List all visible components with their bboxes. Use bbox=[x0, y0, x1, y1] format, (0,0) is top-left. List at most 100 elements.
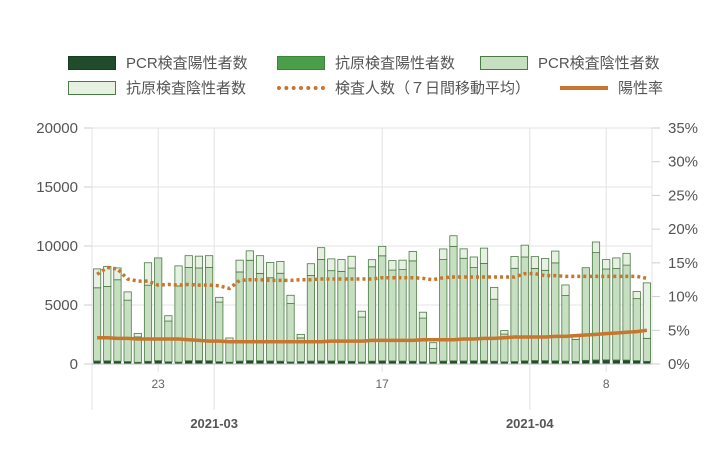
bar-pcr-negative bbox=[245, 259, 254, 361]
bar-pcr-positive bbox=[521, 360, 529, 364]
legend-item-pcr-positive[interactable]: PCR検査陽性者数 bbox=[68, 52, 248, 73]
legend-item-tests-average[interactable]: 検査人数（７日間移動平均） bbox=[277, 77, 530, 98]
bar-pcr-negative bbox=[510, 267, 519, 362]
bar-pcr-negative bbox=[429, 348, 438, 363]
bar-pcr-negative bbox=[388, 269, 397, 362]
bar-antigen-negative bbox=[184, 255, 193, 268]
legend-swatch-positive-rate bbox=[560, 85, 608, 90]
bar-pcr-negative bbox=[266, 277, 275, 362]
bar-pcr-positive bbox=[622, 360, 631, 364]
bar-antigen-negative bbox=[174, 265, 183, 287]
bar-pcr-negative bbox=[286, 303, 295, 363]
line-positive-rate bbox=[97, 328, 648, 344]
bar-pcr-negative bbox=[225, 339, 234, 363]
y2-tick-label: 0% bbox=[668, 356, 690, 373]
x-month-label: 2021-03 bbox=[190, 416, 238, 431]
bar-antigen-negative bbox=[317, 247, 326, 260]
legend-item-antigen-negative[interactable]: 抗原検査陰性者数 bbox=[68, 77, 246, 98]
bar-pcr-negative bbox=[113, 279, 122, 362]
bar-pcr-positive bbox=[134, 362, 142, 364]
bar-antigen-negative bbox=[479, 247, 489, 264]
bar-antigen-negative bbox=[235, 259, 244, 273]
bar-pcr-positive bbox=[378, 360, 386, 364]
bar-pcr-negative bbox=[205, 267, 214, 362]
bar-pcr-positive bbox=[103, 360, 111, 364]
bar-pcr-positive bbox=[571, 361, 580, 364]
bar-pcr-positive bbox=[195, 360, 203, 364]
bar-pcr-negative bbox=[459, 257, 468, 362]
bar-antigen-negative bbox=[632, 291, 641, 300]
bar-pcr-positive bbox=[297, 361, 305, 364]
bar-series bbox=[93, 235, 651, 364]
bar-antigen-negative bbox=[194, 255, 203, 269]
bar-pcr-negative bbox=[591, 252, 601, 361]
bar-pcr-negative bbox=[93, 287, 102, 362]
bar-antigen-negative bbox=[520, 244, 529, 258]
legend-label-antigen-positive: 抗原検査陽性者数 bbox=[335, 55, 456, 72]
bar-pcr-positive bbox=[592, 360, 600, 364]
legend-swatch-pcr-negative bbox=[480, 55, 528, 70]
bar-pcr-negative bbox=[327, 270, 336, 362]
bar-pcr-positive bbox=[246, 360, 254, 364]
bar-antigen-negative bbox=[642, 282, 651, 339]
bar-antigen-negative bbox=[266, 262, 275, 279]
bar-pcr-negative bbox=[317, 259, 326, 362]
y2-tick-label: 25% bbox=[668, 187, 698, 204]
x-tick-label: 8 bbox=[603, 377, 610, 391]
legend-label-pcr-positive: PCR検査陽性者数 bbox=[126, 55, 248, 72]
bar-pcr-positive bbox=[327, 361, 335, 364]
bar-antigen-negative bbox=[164, 315, 173, 322]
bar-pcr-positive bbox=[337, 361, 346, 364]
bar-pcr-negative bbox=[154, 257, 163, 361]
bar-pcr-negative bbox=[642, 337, 651, 362]
x-month-label: 2021-04 bbox=[506, 416, 554, 431]
bar-pcr-negative bbox=[581, 267, 590, 361]
bar-antigen-negative bbox=[123, 291, 132, 301]
legend-item-positive-rate[interactable]: 陽性率 bbox=[560, 77, 663, 98]
bar-pcr-positive bbox=[215, 361, 223, 364]
bar-antigen-negative bbox=[591, 241, 601, 254]
bar-antigen-negative bbox=[530, 256, 539, 269]
y2-tick-label: 10% bbox=[668, 289, 698, 306]
bar-pcr-positive bbox=[174, 362, 183, 364]
bar-pcr-negative bbox=[398, 269, 407, 362]
bar-pcr-negative bbox=[164, 320, 173, 363]
bar-pcr-negative bbox=[408, 260, 417, 362]
bar-antigen-negative bbox=[622, 252, 631, 266]
y-tick-label: 15000 bbox=[36, 179, 78, 196]
bar-pcr-negative bbox=[347, 267, 356, 362]
bar-antigen-negative bbox=[429, 342, 438, 350]
axes: 0 5000 10000 15000 20000 0% 5% 10% 15% 20% 25% 30% 3… bbox=[36, 120, 698, 431]
legend-item-antigen-positive[interactable]: 抗原検査陽性者数 bbox=[277, 52, 455, 73]
bar-pcr-positive bbox=[235, 361, 244, 364]
legend-label-antigen-negative: 抗原検査陰性者数 bbox=[126, 80, 247, 97]
bar-antigen-negative bbox=[286, 294, 295, 304]
x-tick-label: 17 bbox=[376, 377, 390, 391]
bar-pcr-negative bbox=[602, 268, 611, 361]
bar-antigen-negative bbox=[215, 296, 224, 303]
legend-item-pcr-negative[interactable]: PCR検査陰性者数 bbox=[480, 52, 660, 73]
bar-pcr-negative bbox=[235, 271, 244, 362]
x-tick-label: 23 bbox=[152, 377, 166, 391]
y-tick-label: 10000 bbox=[36, 238, 78, 255]
bar-antigen-negative bbox=[347, 255, 356, 269]
legend-swatch-tests-average bbox=[277, 85, 325, 90]
bar-antigen-negative bbox=[439, 248, 448, 260]
bar-pcr-positive bbox=[185, 360, 193, 364]
y-tick-label: 20000 bbox=[36, 120, 78, 137]
bar-antigen-negative bbox=[327, 258, 336, 272]
bar-antigen-negative bbox=[398, 259, 407, 271]
line-tests-7day-average bbox=[96, 265, 648, 291]
bar-pcr-negative bbox=[622, 264, 631, 361]
bar-antigen-negative bbox=[337, 259, 346, 272]
bar-pcr-positive bbox=[154, 360, 162, 364]
bar-pcr-positive bbox=[307, 361, 315, 364]
bar-antigen-negative bbox=[296, 333, 305, 339]
bar-pcr-positive bbox=[633, 360, 641, 364]
y2-tick-label: 5% bbox=[668, 322, 690, 339]
bar-antigen-negative bbox=[459, 248, 468, 259]
bar-antigen-negative bbox=[408, 251, 417, 262]
bar-pcr-negative bbox=[184, 267, 193, 362]
bar-pcr-negative bbox=[123, 299, 132, 362]
